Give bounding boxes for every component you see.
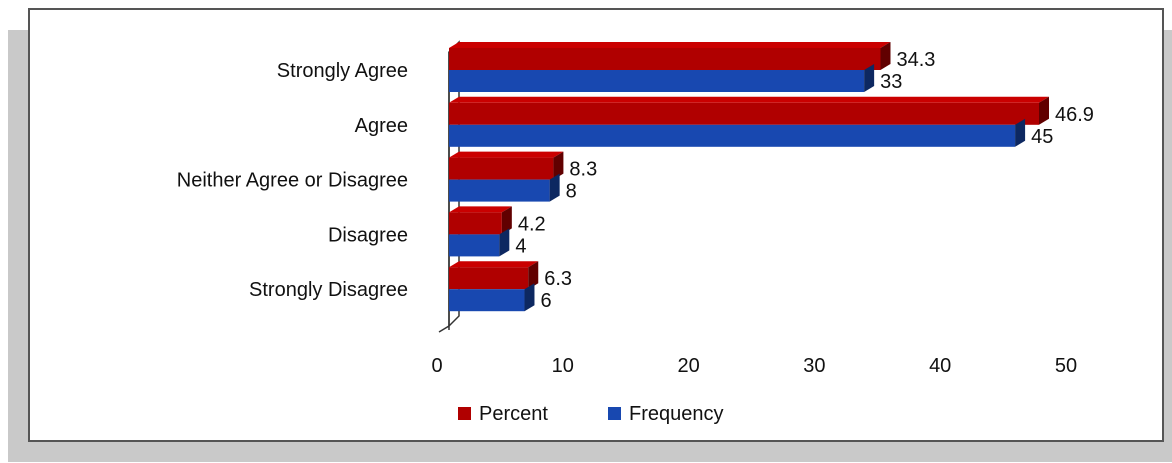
- legend-label-frequency: Frequency: [629, 403, 724, 425]
- bar-side-percent-strongly-disagree: [528, 261, 539, 290]
- bar-face-frequency-agree: [449, 124, 1016, 147]
- bar-face-percent-strongly-disagree: [449, 267, 529, 290]
- legend-swatch-frequency: [608, 407, 621, 420]
- value-label-frequency-strongly-agree: 33: [880, 71, 902, 93]
- bar-face-percent-strongly-agree: [449, 48, 881, 70]
- bar-percent-disagree: [449, 206, 512, 235]
- x-tick-label-40: 40: [929, 355, 951, 377]
- value-label-frequency-strongly-disagree: 6: [540, 290, 551, 312]
- bar-top-percent-disagree: [449, 206, 512, 213]
- legend-label-percent: Percent: [479, 403, 548, 425]
- bar-top-percent-strongly-agree: [449, 42, 891, 48]
- bar-face-percent-neither-agree-or-disagree: [449, 157, 554, 180]
- bar-side-frequency-agree: [1015, 118, 1026, 147]
- bar-face-percent-disagree: [449, 212, 502, 235]
- category-label-strongly-disagree: Strongly Disagree: [249, 279, 408, 301]
- value-label-frequency-disagree: 4: [515, 235, 526, 257]
- bar-side-percent-neither-agree-or-disagree: [553, 151, 564, 180]
- value-label-frequency-neither-agree-or-disagree: 8: [566, 181, 577, 203]
- bar-percent-strongly-disagree: [449, 261, 539, 290]
- bar-frequency-strongly-disagree: [449, 283, 535, 312]
- axis-corner: [438, 325, 450, 333]
- x-tick-label-10: 10: [552, 355, 574, 377]
- x-tick-label-0: 0: [431, 355, 442, 377]
- bar-side-percent-strongly-agree: [880, 42, 891, 70]
- x-tick-label-50: 50: [1055, 355, 1077, 377]
- bar-side-frequency-neither-agree-or-disagree: [549, 173, 560, 202]
- bar-top-percent-agree: [449, 96, 1050, 103]
- bar-top-percent-neither-agree-or-disagree: [449, 151, 564, 158]
- value-label-percent-neither-agree-or-disagree: 8.3: [569, 159, 597, 181]
- bar-face-frequency-strongly-agree: [449, 70, 865, 92]
- bar-percent-neither-agree-or-disagree: [449, 151, 564, 180]
- bar-frequency-strongly-agree: [449, 64, 875, 92]
- category-label-strongly-agree: Strongly Agree: [277, 60, 408, 82]
- category-label-neither-agree-or-disagree: Neither Agree or Disagree: [177, 170, 408, 192]
- bar-side-frequency-disagree: [499, 228, 510, 257]
- value-label-percent-strongly-agree: 34.3: [896, 49, 935, 71]
- bar-side-frequency-strongly-disagree: [524, 283, 535, 312]
- value-label-percent-strongly-disagree: 6.3: [544, 268, 572, 290]
- x-tick-label-30: 30: [803, 355, 825, 377]
- bar-top-percent-strongly-disagree: [449, 261, 539, 268]
- x-tick-label-20: 20: [677, 355, 699, 377]
- bar-face-frequency-strongly-disagree: [449, 289, 525, 312]
- bar-face-frequency-neither-agree-or-disagree: [449, 179, 550, 202]
- value-label-frequency-agree: 45: [1031, 126, 1053, 148]
- bar-side-frequency-strongly-agree: [864, 64, 875, 92]
- category-label-agree: Agree: [355, 115, 408, 137]
- bar-percent-strongly-agree: [449, 42, 891, 70]
- bar-frequency-agree: [449, 118, 1026, 147]
- bar-frequency-disagree: [449, 228, 510, 257]
- legend-swatch-percent: [458, 407, 471, 420]
- category-label-disagree: Disagree: [328, 224, 408, 246]
- bar-frequency-neither-agree-or-disagree: [449, 173, 560, 202]
- value-label-percent-disagree: 4.2: [518, 213, 546, 235]
- bar-face-percent-agree: [449, 102, 1040, 125]
- value-label-percent-agree: 46.9: [1055, 104, 1094, 126]
- bar-side-percent-agree: [1039, 96, 1050, 125]
- bar-side-percent-disagree: [501, 206, 512, 235]
- bar-face-frequency-disagree: [449, 234, 500, 257]
- bar-percent-agree: [449, 96, 1050, 125]
